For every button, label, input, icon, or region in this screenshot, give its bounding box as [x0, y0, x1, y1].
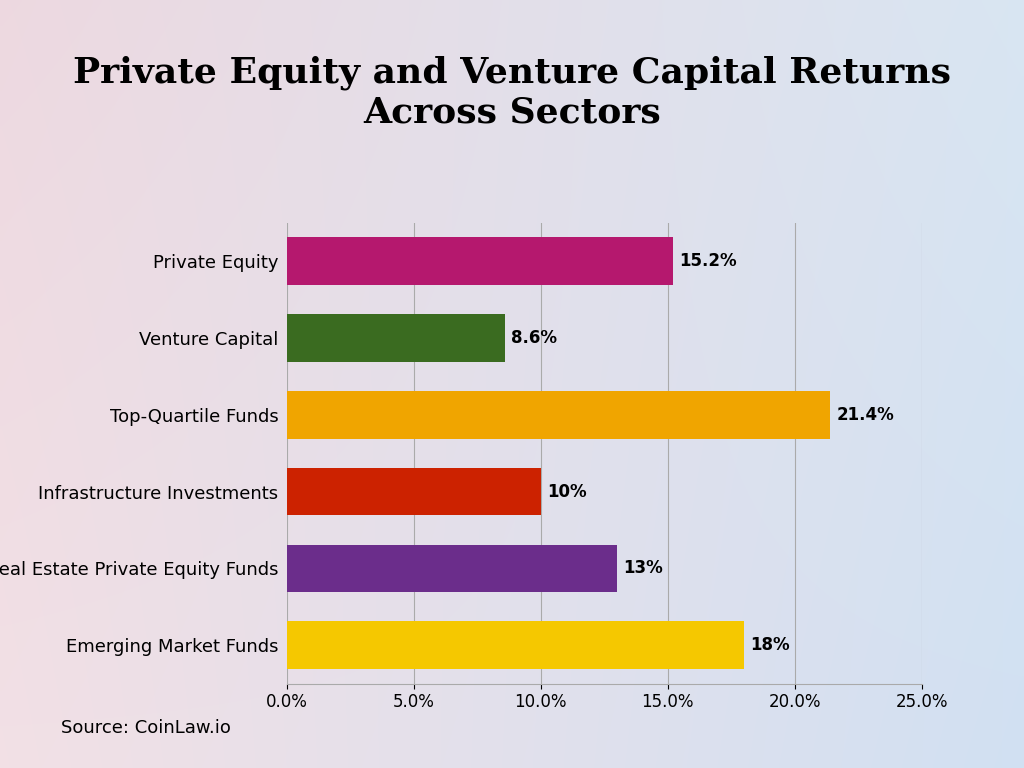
Bar [287, 237, 673, 285]
Text: 10%: 10% [547, 482, 587, 501]
Text: Source: CoinLaw.io: Source: CoinLaw.io [61, 720, 231, 737]
Bar [287, 545, 616, 592]
Text: 21.4%: 21.4% [837, 406, 894, 424]
Bar [287, 391, 830, 439]
Text: Private Equity and Venture Capital Returns
Across Sectors: Private Equity and Venture Capital Retur… [73, 55, 951, 129]
Text: 18%: 18% [751, 636, 790, 654]
Text: 13%: 13% [624, 559, 663, 578]
Bar [287, 314, 505, 362]
Text: 8.6%: 8.6% [511, 329, 557, 347]
Bar [287, 621, 743, 669]
Bar [287, 468, 541, 515]
Text: 15.2%: 15.2% [679, 252, 736, 270]
